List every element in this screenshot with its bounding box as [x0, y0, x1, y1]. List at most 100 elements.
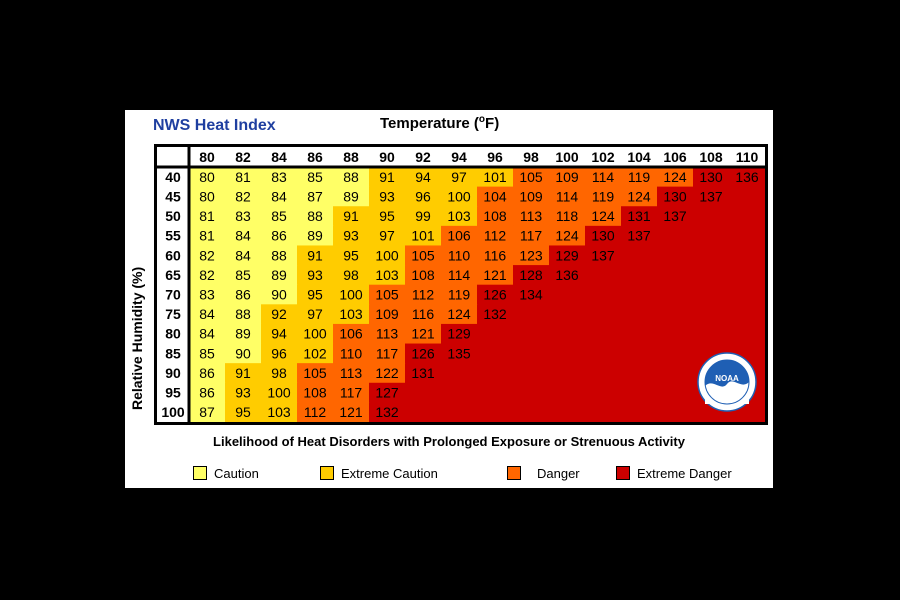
heat-value-label: 135 — [447, 345, 471, 361]
heat-cell — [477, 304, 514, 325]
heat-value-label: 104 — [483, 188, 507, 204]
heat-value-label: 109 — [519, 188, 543, 204]
heat-value-label: 124 — [663, 169, 687, 185]
heat-value-label: 82 — [199, 247, 215, 263]
heat-value-label: 93 — [235, 385, 251, 401]
legend-caution: Caution — [193, 465, 259, 481]
heat-cell — [441, 186, 478, 207]
heat-cell — [513, 284, 550, 305]
heat-cell — [477, 284, 514, 305]
heat-value-label: 80 — [199, 188, 215, 204]
heat-value-label: 127 — [375, 385, 399, 401]
heat-value-label: 84 — [235, 247, 251, 263]
heat-value-label: 83 — [271, 169, 287, 185]
heat-value-label: 103 — [339, 306, 363, 322]
heat-value-label: 129 — [447, 326, 471, 342]
heat-cell — [297, 245, 334, 266]
heat-value-label: 114 — [448, 267, 471, 283]
heat-cell — [549, 167, 586, 188]
temperature-tick-label: 110 — [736, 149, 759, 165]
heat-cell — [477, 186, 514, 207]
heat-cell — [189, 245, 226, 266]
heat-value-label: 88 — [235, 306, 251, 322]
heat-cell — [549, 206, 586, 227]
heat-value-label: 92 — [271, 306, 287, 322]
heat-cell — [405, 343, 442, 364]
heat-cell — [441, 323, 478, 345]
heat-value-label: 89 — [307, 228, 323, 244]
humidity-tick-label: 45 — [165, 188, 181, 204]
heat-value-label: 114 — [556, 188, 579, 204]
heat-value-label: 94 — [271, 326, 287, 342]
heat-value-label: 102 — [303, 345, 327, 361]
humidity-tick-label: 85 — [165, 345, 181, 361]
heat-value-label: 81 — [199, 228, 215, 244]
noaa-logo-icon: NOAA — [697, 352, 757, 412]
legend-extreme-caution-swatch — [320, 466, 334, 480]
heat-index-grid-svg: 80 81 83 85 88 91 94 97 101 105 109 114 119 124 130 136… — [157, 147, 765, 422]
humidity-tick-label: 95 — [165, 385, 181, 401]
heat-value-label: 96 — [415, 188, 431, 204]
heat-cell — [513, 225, 550, 247]
heat-cell — [513, 245, 550, 266]
humidity-tick-label: 75 — [165, 306, 181, 322]
heat-cell — [369, 343, 406, 364]
heat-value-label: 95 — [307, 287, 323, 303]
heat-cell — [477, 265, 514, 286]
heat-cell — [369, 363, 406, 384]
heat-value-label: 100 — [375, 247, 399, 263]
heat-value-label: 93 — [307, 267, 323, 283]
heat-cell — [297, 206, 334, 227]
heat-value-label: 113 — [376, 326, 399, 342]
heat-value-label: 105 — [411, 247, 435, 263]
heat-cell — [657, 167, 694, 188]
heat-value-label: 117 — [520, 228, 543, 244]
heat-cell — [225, 225, 262, 247]
heat-cell — [225, 343, 262, 364]
heat-cell — [369, 186, 406, 207]
heat-value-label: 103 — [267, 404, 291, 420]
heat-cell — [585, 206, 622, 227]
heat-cell — [225, 284, 262, 305]
heat-cell — [333, 245, 370, 266]
heat-value-label: 89 — [343, 188, 359, 204]
heat-cell — [261, 304, 298, 325]
heat-value-label: 137 — [591, 247, 615, 263]
temperature-tick-label: 92 — [415, 149, 431, 165]
heat-cell — [549, 265, 586, 286]
heat-cell — [369, 225, 406, 247]
heat-cell — [333, 225, 370, 247]
heat-cell — [585, 245, 622, 266]
heat-cell — [297, 363, 334, 384]
heat-value-label: 84 — [271, 188, 287, 204]
heat-value-label: 137 — [627, 228, 651, 244]
heat-cell — [333, 343, 370, 364]
heat-cell — [585, 167, 622, 188]
heat-value-label: 96 — [271, 345, 287, 361]
heat-cell — [405, 206, 442, 227]
heat-cell — [549, 186, 586, 207]
heat-value-label: 81 — [235, 169, 251, 185]
heat-value-label: 132 — [483, 306, 507, 322]
heat-value-label: 85 — [307, 169, 323, 185]
heat-value-label: 119 — [448, 287, 471, 303]
heat-cell — [549, 245, 586, 266]
humidity-tick-label: 50 — [165, 208, 181, 224]
heat-cell — [333, 206, 370, 227]
humidity-tick-label: 90 — [165, 365, 181, 381]
heat-value-label: 93 — [343, 228, 359, 244]
heat-cell — [369, 265, 406, 286]
temperature-tick-label: 94 — [451, 149, 467, 165]
heat-cell — [297, 343, 334, 364]
temperature-tick-label: 108 — [699, 149, 723, 165]
heat-value-label: 80 — [199, 169, 215, 185]
heat-cell — [405, 284, 442, 305]
legend-extreme-caution: Extreme Caution — [320, 465, 438, 481]
heat-cell — [333, 167, 370, 188]
heat-value-label: 124 — [447, 306, 471, 322]
heat-cell — [513, 186, 550, 207]
heat-cell — [333, 265, 370, 286]
heat-cell — [333, 382, 370, 403]
heat-cell — [189, 402, 226, 422]
heat-value-label: 136 — [735, 169, 759, 185]
